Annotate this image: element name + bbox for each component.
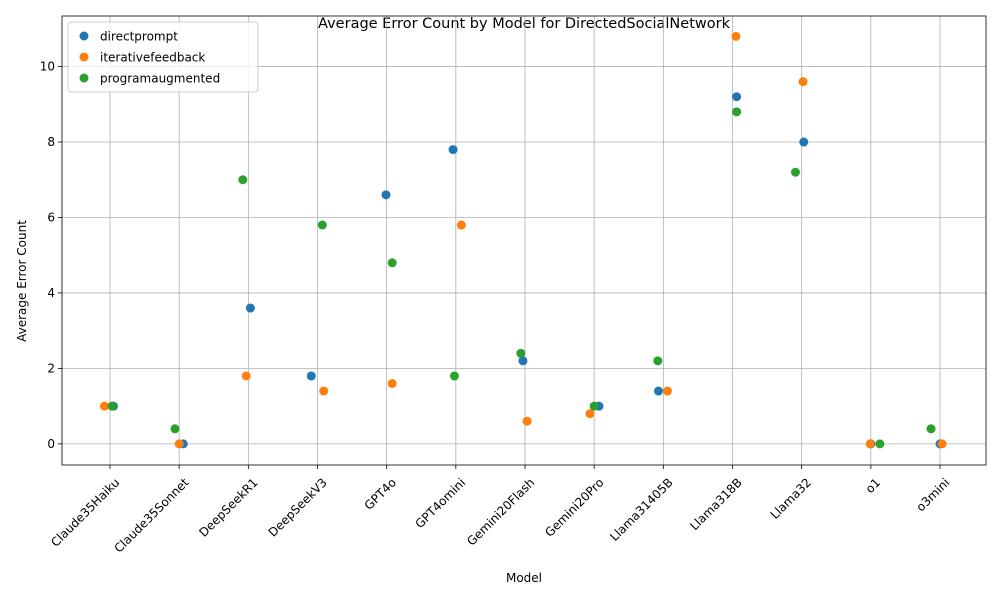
data-point-iterativefeedback [798, 77, 808, 87]
x-tick-label: DeepSeekV3 [266, 475, 330, 539]
chart-title: Average Error Count by Model for Directe… [318, 16, 731, 32]
legend-label: iterativefeedback [100, 51, 205, 65]
data-point-programaugmented [317, 220, 327, 230]
data-point-directprompt [245, 303, 255, 313]
data-point-iterativefeedback [99, 401, 109, 411]
data-point-programaugmented [170, 424, 180, 434]
y-axis-label: Average Error Count [15, 220, 29, 342]
legend-marker-programaugmented [79, 73, 89, 83]
x-tick-label: Claude35Haiku [48, 475, 122, 549]
data-point-iterativefeedback [662, 386, 672, 396]
y-tick-label: 0 [47, 437, 55, 451]
data-point-iterativefeedback [387, 379, 397, 389]
data-point-directprompt [381, 190, 391, 200]
legend-marker-directprompt [79, 31, 89, 41]
y-tick-label: 4 [47, 286, 55, 300]
data-point-iterativefeedback [174, 439, 184, 449]
x-tick-label: o1 [863, 475, 883, 495]
x-tick-label: Llama318B [687, 475, 745, 533]
y-tick-label: 10 [40, 60, 55, 74]
data-point-iterativefeedback [937, 439, 947, 449]
data-point-programaugmented [107, 401, 117, 411]
y-tick-label: 8 [47, 135, 55, 149]
x-tick-label: GPT4o [362, 475, 399, 512]
legend: directprompt iterativefeedback programaugm… [67, 21, 259, 93]
x-axis-label: Model [506, 571, 542, 585]
data-point-programaugmented [926, 424, 936, 434]
x-tick-label: Llama31405B [607, 475, 675, 543]
data-point-directprompt [653, 386, 663, 396]
x-tick-label: GPT4omini [412, 475, 468, 531]
x-tick-label: Gemini20Flash [464, 475, 537, 548]
data-point-programaugmented [875, 439, 885, 449]
data-point-programaugmented [653, 356, 663, 366]
legend-label: programaugmented [100, 72, 220, 86]
data-point-directprompt [732, 92, 742, 102]
data-point-programaugmented [387, 258, 397, 268]
data-point-programaugmented [449, 371, 459, 381]
data-point-programaugmented [790, 167, 800, 177]
x-tick-label: Llama32 [768, 475, 814, 521]
x-tick-label: DeepSeekR1 [196, 475, 260, 539]
data-point-programaugmented [589, 401, 599, 411]
y-tick-label: 6 [47, 210, 55, 224]
data-point-directprompt [448, 145, 458, 155]
data-point-directprompt [799, 137, 809, 147]
legend-label: directprompt [100, 30, 178, 44]
data-point-programaugmented [732, 107, 742, 117]
legend-box [67, 21, 259, 93]
data-point-iterativefeedback [456, 220, 466, 230]
x-tick-label: o3mini [913, 475, 952, 514]
data-point-programaugmented [516, 348, 526, 358]
x-tick-label: Gemini20Pro [542, 475, 606, 539]
plot-frame [61, 15, 987, 466]
x-tick-label: Claude35Sonnet [111, 475, 191, 555]
y-tick-label: 2 [47, 361, 55, 375]
data-point-iterativefeedback [319, 386, 329, 396]
data-point-iterativefeedback [585, 409, 595, 419]
data-point-iterativefeedback [731, 31, 741, 41]
data-point-directprompt [306, 371, 316, 381]
legend-marker-iterativefeedback [79, 52, 89, 62]
data-point-directprompt [518, 356, 528, 366]
data-point-iterativefeedback [522, 416, 532, 426]
data-points [99, 31, 947, 449]
data-point-iterativefeedback [865, 439, 875, 449]
data-point-programaugmented [238, 175, 248, 185]
data-point-iterativefeedback [241, 371, 251, 381]
